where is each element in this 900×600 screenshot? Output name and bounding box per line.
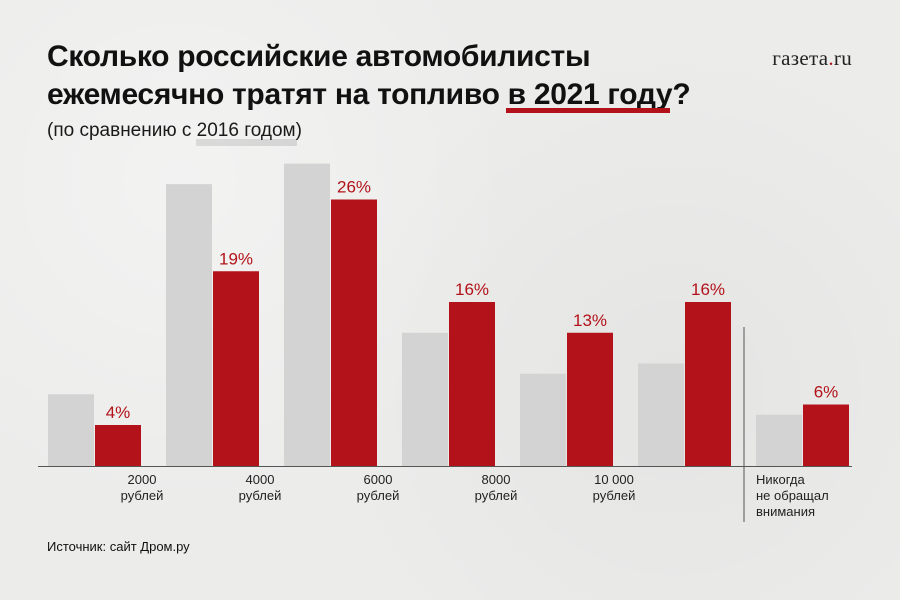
x-tick-label-5-line-2: рублей [593,488,636,503]
bar-2016-2 [166,184,212,466]
logo-dot: . [828,46,834,70]
x-tick-label-3-line-1: 6000 [364,472,393,487]
bar-2021-2 [213,271,259,466]
x-tick-label-4-line-1: 8000 [482,472,511,487]
data-label-2021-7: 6% [814,383,839,402]
x-tick-label-2-line-1: 4000 [246,472,275,487]
x-tick-label-6-line-2: не обращал [756,488,829,503]
title-highlight: в 2021 году [505,76,673,114]
data-label-2021-6: 16% [691,280,725,299]
x-tick-label-2-line-2: рублей [239,488,282,503]
subtitle-highlight: 2016 годом [195,120,297,146]
chart-title: Сколько российские автомобилисты ежемеся… [47,38,727,114]
x-tick-label-1-line-1: 2000 [128,472,157,487]
source-note: Источник: сайт Дром.ру [47,539,190,554]
bar-2021-6 [685,302,731,466]
subtitle-text-before: (по сравнению с [47,120,197,141]
bar-2021-3 [331,199,377,466]
bar-2016-4 [402,332,448,466]
x-tick-label-6-line-1: Никогда [756,472,805,487]
x-tick-label-4-line-2: рублей [475,488,518,503]
bar-2021-1 [95,425,141,466]
logo-tld: ru [833,46,852,70]
title-line-2-text: ежемесячно тратят на топливо [47,78,508,111]
data-label-2021-5: 13% [573,311,607,330]
title-line-1: Сколько российские автомобилисты [47,40,591,73]
data-label-2021-4: 16% [455,280,489,299]
chart-subtitle: (по сравнению с 2016 годом) [47,119,302,146]
bar-2016-1 [48,394,94,466]
subtitle-text-after: ) [295,120,302,141]
x-tick-label-6-line-3: внимания [756,504,815,519]
bar-2016-5 [520,373,566,466]
x-tick-label-5-line-1: 10 000 [594,472,634,487]
logo-main: газета [772,46,829,70]
data-label-2021-2: 19% [219,249,253,268]
bar-2016-3 [284,163,330,466]
bar-2021-7 [803,404,849,466]
x-tick-label-1-line-2: рублей [121,488,164,503]
data-label-2021-1: 4% [106,403,131,422]
title-question-mark: ? [672,78,691,111]
x-tick-label-3-line-2: рублей [357,488,400,503]
bar-2016-6 [638,363,684,466]
data-label-2021-3: 26% [337,178,371,197]
bar-2021-5 [567,332,613,466]
bar-2016-7 [756,414,802,466]
title-line-2: ежемесячно тратят на топливо в 2021 году… [47,76,727,114]
bar-2021-4 [449,302,495,466]
gazeta-logo: газета.ru [772,46,852,71]
